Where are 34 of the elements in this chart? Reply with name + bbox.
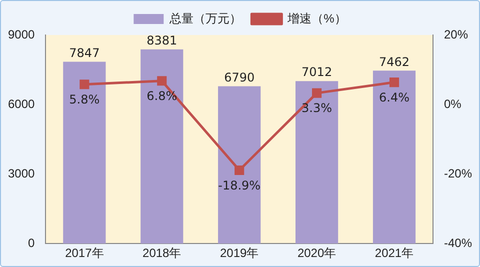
bar xyxy=(296,81,338,244)
point xyxy=(389,77,400,88)
x-tick-label: 2018年 xyxy=(142,246,182,260)
x-tick-label: 2021年 xyxy=(374,246,414,260)
data-label: 5.8% xyxy=(69,92,100,106)
y2-tick-label: 20% xyxy=(444,27,468,42)
point xyxy=(234,165,244,176)
x-tick-label: 2019年 xyxy=(220,246,259,260)
data-label: 6.4% xyxy=(379,90,410,104)
data-label: 6790 xyxy=(224,70,255,84)
data-label: 7012 xyxy=(302,65,332,80)
data-label: 3.3% xyxy=(302,101,332,116)
y-tick-label: 6000 xyxy=(8,96,36,111)
legend-label: 增速（%） xyxy=(286,11,346,26)
point xyxy=(157,76,167,86)
y-tick-label: 9000 xyxy=(8,27,36,42)
bar xyxy=(372,70,416,244)
legend-label: 总量（万元） xyxy=(168,11,242,26)
y2-tick-label: 0% xyxy=(444,96,462,111)
y-tick-label: 0 xyxy=(28,236,36,250)
x-tick-label: 2020年 xyxy=(297,246,336,260)
bar xyxy=(140,49,184,244)
y2-tick-label: -20% xyxy=(444,166,472,180)
data-label: 8381 xyxy=(146,33,178,48)
data-label: -18.9% xyxy=(218,178,261,192)
y2-tick-label: -40% xyxy=(444,236,472,250)
x-tick-label: 2017年 xyxy=(65,246,104,260)
data-label: 7847 xyxy=(69,46,100,60)
bar xyxy=(63,62,106,244)
data-label: 7462 xyxy=(378,54,410,69)
bar xyxy=(218,86,261,244)
point xyxy=(312,88,322,98)
point xyxy=(80,80,90,90)
y-tick-label: 3000 xyxy=(8,166,36,180)
